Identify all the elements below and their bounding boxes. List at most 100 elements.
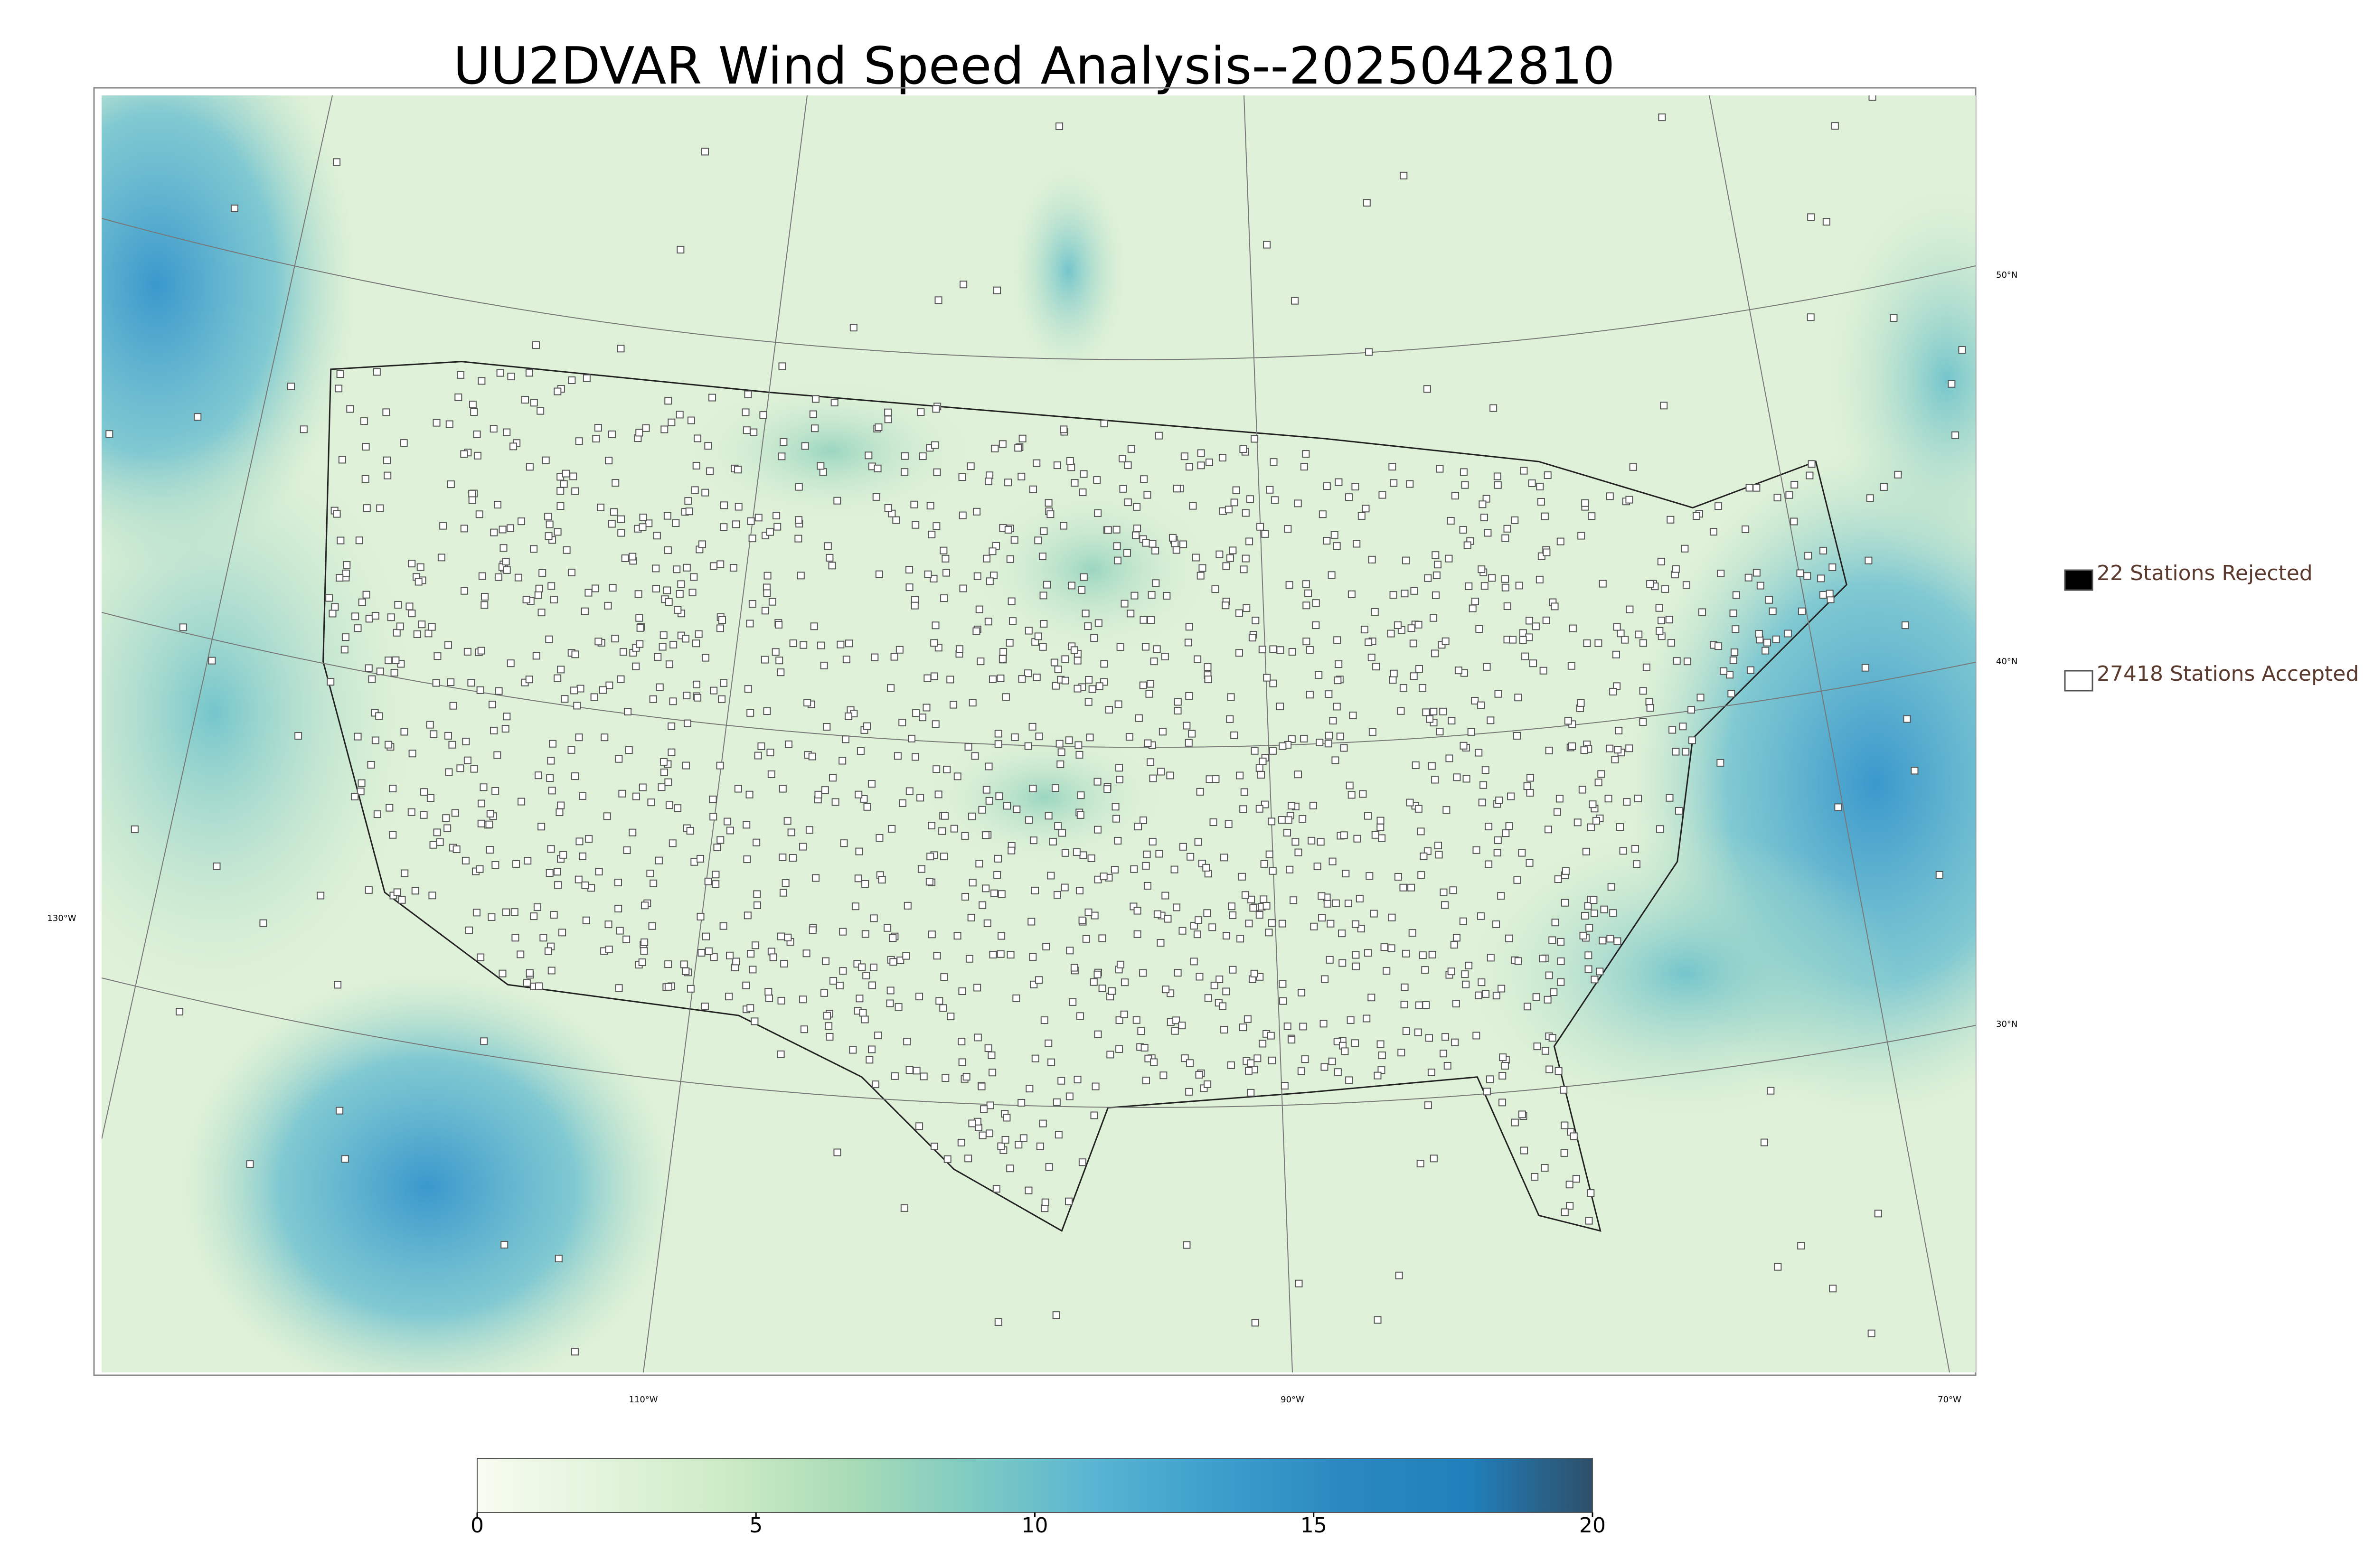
station-marker — [447, 678, 455, 686]
station-marker — [1172, 1016, 1180, 1024]
station-marker — [765, 994, 773, 1002]
station-marker — [1179, 843, 1187, 851]
station-marker — [553, 868, 561, 876]
station-marker — [1376, 817, 1385, 825]
station-marker — [1251, 435, 1259, 443]
station-marker — [1374, 1071, 1382, 1080]
station-marker — [387, 613, 395, 621]
station-marker — [977, 657, 985, 666]
station-marker — [1053, 891, 1061, 899]
station-marker — [985, 797, 993, 805]
station-marker — [1025, 816, 1033, 824]
station-marker — [447, 480, 455, 488]
station-marker — [1412, 761, 1420, 769]
station-marker — [1071, 479, 1079, 487]
station-marker — [1449, 886, 1457, 894]
station-marker — [989, 547, 997, 555]
station-marker — [1772, 635, 1780, 643]
station-marker — [619, 648, 627, 656]
station-marker — [961, 832, 969, 840]
station-marker — [1075, 751, 1083, 759]
station-marker — [1094, 1030, 1102, 1038]
station-marker — [1271, 496, 1279, 504]
station-marker — [1026, 1085, 1034, 1093]
station-marker — [1084, 698, 1093, 706]
station-marker — [1479, 500, 1487, 508]
meridian — [1709, 95, 1950, 1372]
station-marker — [928, 530, 936, 538]
station-marker — [958, 1037, 966, 1045]
station-marker — [817, 462, 825, 470]
station-marker — [664, 983, 672, 991]
station-marker — [1494, 836, 1502, 844]
station-marker — [903, 1038, 911, 1046]
station-marker — [617, 515, 625, 523]
station-marker — [1681, 545, 1689, 553]
station-marker — [1185, 463, 1193, 471]
station-marker — [571, 487, 579, 495]
station-marker — [490, 726, 498, 734]
station-marker — [622, 935, 631, 943]
station-marker — [1362, 505, 1370, 513]
station-marker — [1394, 873, 1402, 881]
station-marker — [1357, 512, 1366, 520]
station-marker — [901, 468, 909, 476]
station-marker — [1183, 1241, 1191, 1249]
station-marker — [1448, 717, 1456, 725]
station-marker — [1364, 812, 1372, 820]
station-marker — [1281, 1082, 1289, 1090]
station-marker — [376, 667, 384, 676]
station-marker — [1804, 552, 1812, 560]
station-marker — [725, 993, 733, 1001]
station-marker — [874, 1032, 882, 1040]
station-marker — [682, 761, 690, 770]
station-marker — [833, 1148, 841, 1156]
station-marker — [1153, 645, 1161, 653]
station-marker — [1639, 687, 1647, 695]
station-marker — [411, 887, 419, 895]
station-marker — [1127, 445, 1135, 453]
station-marker — [1548, 936, 1556, 944]
station-marker — [1220, 854, 1228, 862]
station-marker — [1368, 555, 1376, 563]
station-marker — [534, 591, 542, 599]
station-marker — [1347, 590, 1356, 598]
graticule — [102, 95, 1976, 1372]
station-marker — [1135, 714, 1143, 722]
station-marker — [892, 516, 900, 524]
station-marker — [1245, 920, 1253, 928]
map — [102, 95, 1976, 1372]
station-marker — [993, 286, 1001, 294]
station-marker — [1152, 579, 1160, 587]
station-marker — [1514, 694, 1522, 702]
station-marker — [1642, 663, 1650, 671]
station-marker — [1432, 571, 1441, 579]
station-marker — [1584, 965, 1592, 973]
station-marker — [870, 914, 878, 922]
station-marker — [894, 752, 902, 760]
station-marker — [1797, 1242, 1805, 1250]
station-marker — [1463, 541, 1471, 549]
station-marker — [1345, 493, 1353, 501]
station-marker — [1399, 684, 1407, 692]
station-marker — [1668, 726, 1677, 734]
station-marker — [979, 1131, 987, 1139]
station-marker — [719, 922, 727, 930]
station-marker — [1236, 771, 1244, 779]
station-marker — [1629, 463, 1637, 471]
station-marker — [779, 785, 787, 793]
station-marker — [1295, 1279, 1303, 1287]
station-marker — [1890, 314, 1898, 322]
station-marker — [1556, 537, 1564, 545]
station-marker — [1693, 512, 1701, 520]
station-marker — [1034, 632, 1042, 640]
station-marker — [726, 826, 734, 835]
station-marker — [683, 692, 691, 700]
station-marker — [1365, 348, 1373, 356]
station-marker — [831, 798, 839, 806]
station-marker — [942, 569, 951, 577]
station-marker — [469, 401, 477, 409]
station-marker — [1422, 708, 1430, 716]
station-marker — [1312, 621, 1320, 629]
station-marker — [444, 641, 452, 649]
